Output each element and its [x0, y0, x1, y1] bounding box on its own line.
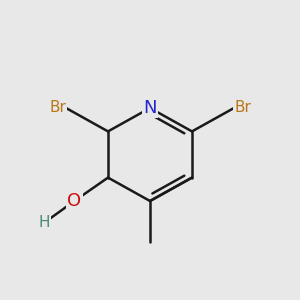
Text: Br: Br: [234, 100, 251, 116]
Text: N: N: [143, 99, 157, 117]
Text: Br: Br: [49, 100, 66, 116]
Text: H: H: [39, 215, 50, 230]
Text: O: O: [67, 192, 82, 210]
